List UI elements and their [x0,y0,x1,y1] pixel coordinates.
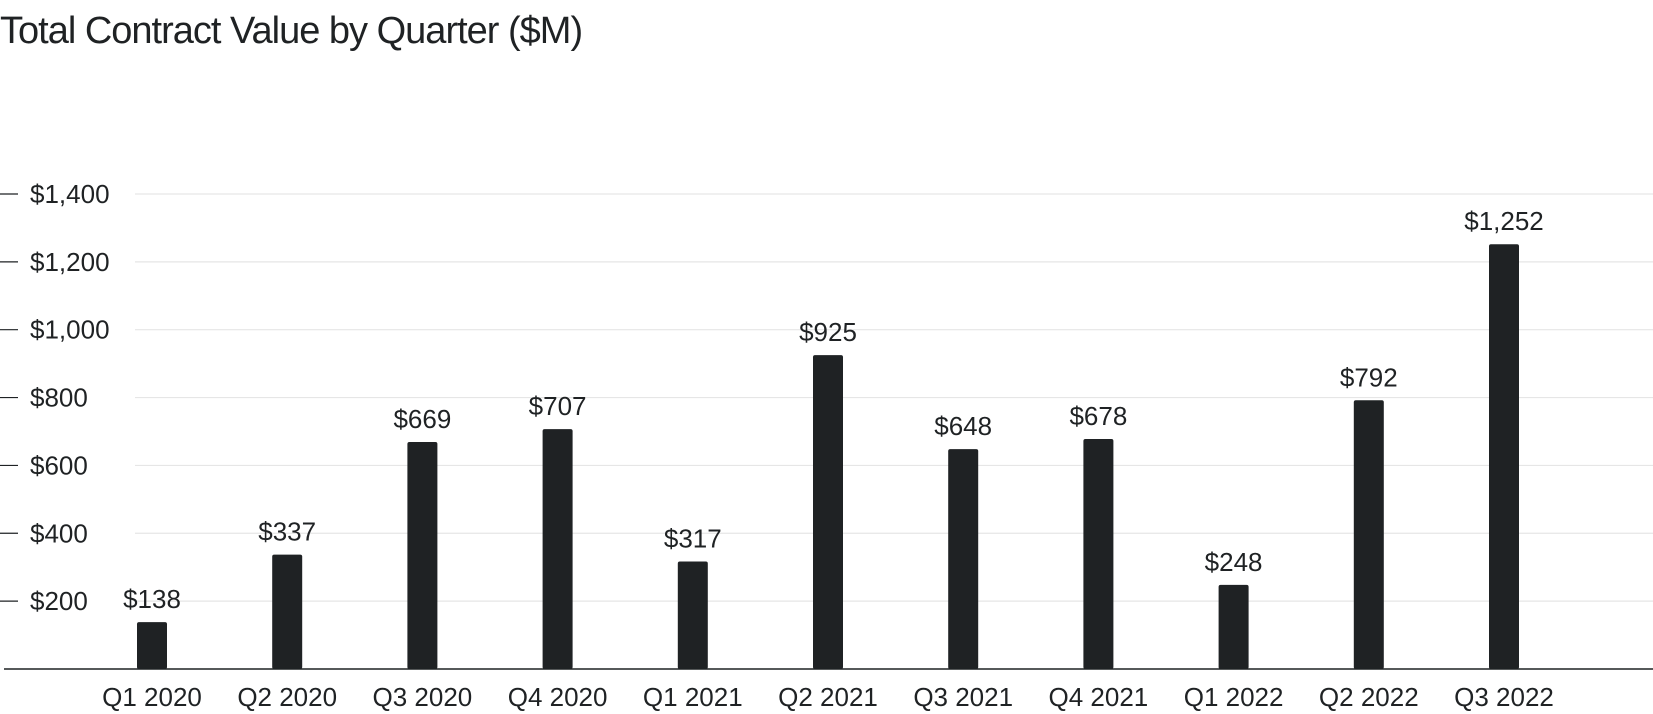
y-tick-label: $200 [30,586,88,616]
y-tick-label: $600 [30,450,88,480]
data-label: $317 [664,523,722,553]
x-axis: Q1 2020 Q2 2020 Q3 2020 Q4 2020 Q1 2021 Q2 20… [4,668,1653,712]
bar [677,561,708,669]
x-tick-label: Q3 2021 [913,682,1013,712]
bar [272,554,303,669]
data-label: $138 [123,584,181,614]
chart-title: Total Contract Value by Quarter ($M) [0,10,583,52]
x-tick-label: Q3 2022 [1454,682,1554,712]
y-tick-label: $1,200 [30,247,110,277]
x-tick-label: Q1 2021 [643,682,743,712]
bar [1218,584,1249,669]
data-label: $925 [799,317,857,347]
data-label: $678 [1069,401,1127,431]
x-tick-label: Q3 2020 [373,682,473,712]
x-tick-label: Q1 2022 [1184,682,1284,712]
y-tick-label: $800 [30,383,88,413]
data-labels: $138 $337 $669 $707 $317 $925 $648 $678 $248 $792… [123,206,1544,614]
bar [948,449,979,669]
gridlines [135,193,1653,602]
data-label: $648 [934,411,992,441]
bar [407,442,438,669]
x-tick-label: Q4 2021 [1049,682,1149,712]
data-label: $707 [529,391,587,421]
data-label: $792 [1340,362,1398,392]
data-label: $1,252 [1464,206,1544,236]
x-tick-label: Q1 2020 [102,682,202,712]
data-label: $248 [1205,547,1263,577]
bar [137,622,167,669]
bar [1353,400,1384,669]
x-tick-label: Q2 2022 [1319,682,1419,712]
bars [137,244,1519,669]
x-tick-label: Q2 2021 [778,682,878,712]
bar [1489,244,1519,669]
bar [1083,438,1114,669]
x-tick-label: Q4 2020 [508,682,608,712]
data-label: $337 [258,517,316,547]
bar [542,429,573,669]
bar [813,355,843,669]
y-tick-label: $1,000 [30,315,110,345]
y-tick-label: $1,400 [30,179,110,209]
y-axis: $200 $400 $600 $800 $1,000 $1,200 $1,400 [0,179,110,616]
x-tick-label: Q2 2020 [237,682,337,712]
y-tick-label: $400 [30,518,88,548]
data-label: $669 [393,404,451,434]
